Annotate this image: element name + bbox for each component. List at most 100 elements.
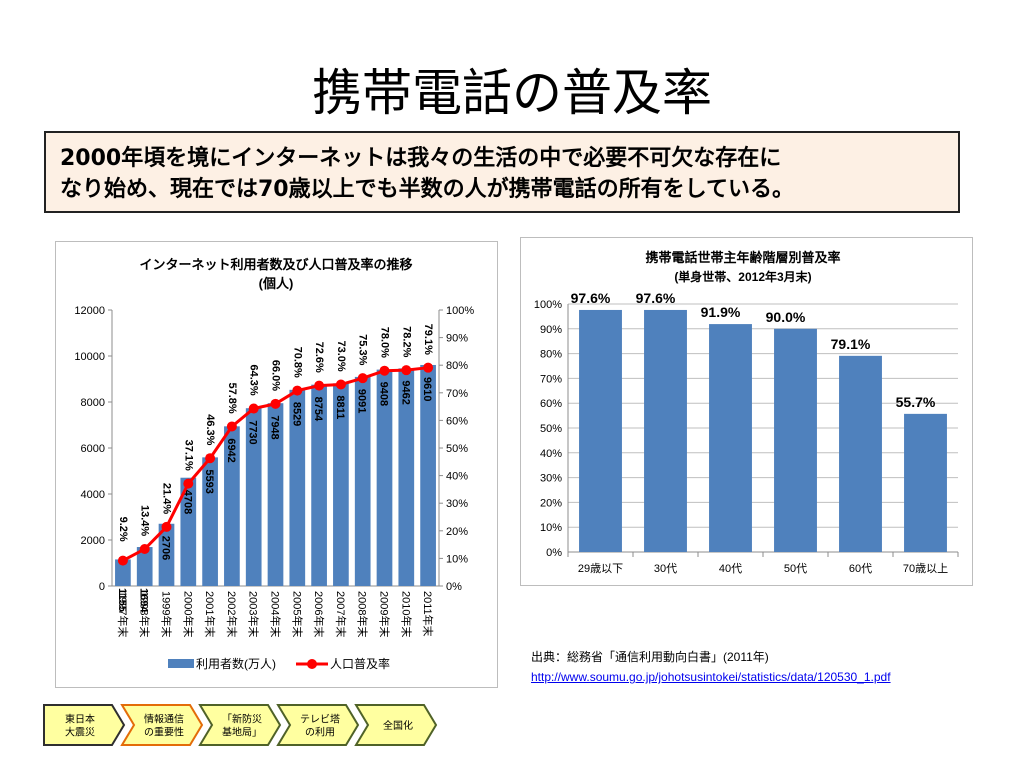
chart1-bar-label: 7730 bbox=[247, 420, 259, 444]
chart1-y2-tick-label: 40% bbox=[446, 471, 468, 483]
chart1-x-tick-label: 2007年末 bbox=[334, 591, 348, 637]
chart1-subtitle: (個人) bbox=[259, 276, 294, 291]
callout-line-2: なり始め、現在では70歳以上でも半数の人が携帯電話の所有をしている。 bbox=[60, 177, 794, 202]
source-text: 出典：総務省「通信利用動向白書」(2011年) bbox=[531, 650, 769, 664]
nav-chevron-label: 基地局」 bbox=[222, 726, 262, 739]
chart1-y2-tick-label: 10% bbox=[446, 553, 468, 565]
chart1-bar-label: 9408 bbox=[378, 382, 390, 406]
chart1-y2-tick-label: 30% bbox=[446, 498, 468, 510]
nav-chevron-label: の利用 bbox=[305, 727, 335, 739]
mobile-ownership-chart: 携帯電話世帯主年齢階層別普及率 (単身世帯、2012年3月末) 0% 10% 20% 30… bbox=[520, 237, 973, 586]
chart2-y-tick-label: 70% bbox=[540, 373, 562, 385]
chart1-rate-label: 21.4% bbox=[161, 483, 173, 514]
slide-title: 携帯電話の普及率 bbox=[312, 64, 712, 122]
chart1-bar bbox=[398, 368, 415, 586]
chart1-y-tick-label: 2000 bbox=[81, 535, 105, 547]
chart1-rate-label: 73.0% bbox=[335, 341, 347, 372]
chart2-x-tick-label: 29歳以下 bbox=[578, 562, 623, 575]
nav-chevron-label: テレビ塔 bbox=[300, 713, 340, 726]
nav-chevron-label: 東日本 bbox=[65, 713, 95, 726]
chart1-rate-label: 13.4% bbox=[139, 505, 151, 536]
chart1-bar bbox=[115, 559, 131, 586]
nav-chevron-shape bbox=[198, 704, 282, 746]
internet-users-chart: インターネット利用者数及び人口普及率の推移 (個人) 0 2000 4000 6000 80… bbox=[55, 241, 498, 688]
chart1-bar-label: 4708 bbox=[181, 490, 193, 514]
chart1-rate-point bbox=[335, 379, 346, 390]
source-note: 出典：総務省「通信利用動向白書」(2011年) http://www.soumu… bbox=[531, 647, 891, 687]
internet-users-chart-canvas: インターネット利用者数及び人口普及率の推移 (個人) 0 2000 4000 6000 80… bbox=[74, 257, 474, 671]
chart2-subtitle: (単身世帯、2012年3月末) bbox=[674, 269, 811, 284]
chart1-y2-tick-label: 100% bbox=[446, 305, 474, 317]
chart1-y-tick-label: 10000 bbox=[74, 351, 105, 363]
chart1-title: インターネット利用者数及び人口普及率の推移 bbox=[139, 257, 412, 272]
chart1-rate-point bbox=[423, 362, 434, 373]
chart2-y-tick-label: 30% bbox=[540, 473, 562, 485]
chart1-x-tick-label: 2002年末 bbox=[225, 591, 239, 637]
chart1-rate-label: 66.0% bbox=[270, 360, 282, 391]
chart1-bar bbox=[289, 389, 306, 586]
chart1-rate-point bbox=[117, 555, 128, 566]
chart1-rate-point bbox=[292, 385, 303, 396]
chart2-y-tick-label: 40% bbox=[540, 448, 562, 460]
nav-chevron-shape bbox=[354, 704, 438, 746]
summary-callout: 2000年頃を境にインターネットは我々の生活の中で必要不可欠な存在に なり始め、… bbox=[44, 131, 960, 213]
chart1-rate-point bbox=[270, 398, 281, 409]
nav-chevron-shape bbox=[120, 704, 204, 746]
chart1-y2-tick-label: 20% bbox=[446, 526, 468, 538]
chart1-y2-tick-label: 80% bbox=[446, 360, 468, 372]
chart1-rate-point bbox=[226, 421, 237, 432]
chart1-bar bbox=[376, 369, 393, 586]
chart1-rate-point bbox=[357, 373, 368, 384]
chart1-bar-label: 7948 bbox=[269, 415, 281, 439]
source-link[interactable]: http://www.soumu.go.jp/johotsusintokei/s… bbox=[531, 670, 891, 684]
chart1-rate-point bbox=[248, 403, 259, 414]
chart1-bar bbox=[202, 457, 218, 586]
chart1-rate-label: 79.1% bbox=[422, 324, 434, 355]
chart1-x-tick-label: 1999年末 bbox=[160, 591, 174, 637]
chart1-y-tick-label: 12000 bbox=[74, 305, 105, 317]
chart2-y-tick-label: 90% bbox=[540, 324, 562, 336]
chart2-x-tick-label: 40代 bbox=[719, 562, 742, 575]
chart2-bar bbox=[644, 309, 687, 552]
chart1-bar-label: 8529 bbox=[290, 402, 302, 426]
chart2-y-tick-label: 10% bbox=[540, 522, 562, 534]
chart1-y-tick-label: 4000 bbox=[81, 489, 105, 501]
chart1-y2-tick-label: 50% bbox=[446, 443, 468, 455]
chart1-y2-tick-label: 70% bbox=[446, 388, 468, 400]
chart2-y-tick-label: 100% bbox=[534, 299, 562, 311]
chart1-legend-bar-label: 利用者数(万人) bbox=[196, 656, 276, 671]
chart1-rate-label: 64.3% bbox=[248, 365, 260, 396]
chart1-y2-tick-label: 0% bbox=[446, 581, 462, 593]
chart2-title: 携帯電話世帯主年齢階層別普及率 bbox=[645, 250, 840, 265]
nav-chevron-label: 情報通信 bbox=[144, 713, 184, 726]
chart2-bar-label: 97.6% bbox=[571, 290, 611, 306]
chart1-bar bbox=[224, 426, 240, 586]
chart1-y2-tick-label: 90% bbox=[446, 333, 468, 345]
chart1-x-tick-label: 2005年末 bbox=[290, 591, 304, 637]
chart1-bar-label: 1155 bbox=[116, 588, 128, 612]
chart1-bar bbox=[245, 408, 262, 586]
chart1-rate-point bbox=[205, 453, 216, 464]
chart1-y-tick-label: 0 bbox=[99, 581, 105, 593]
chart2-bar bbox=[839, 355, 882, 552]
chart1-bar-label: 8811 bbox=[334, 395, 346, 419]
chart2-bar bbox=[579, 309, 622, 552]
chart1-x-tick-label: 2010年末 bbox=[399, 591, 413, 637]
chart2-y-tick-label: 50% bbox=[540, 423, 562, 435]
chart1-bar-label: 9462 bbox=[399, 380, 411, 404]
chart1-rate-label: 70.8% bbox=[291, 347, 303, 378]
chart1-bar-label: 6942 bbox=[225, 438, 237, 462]
nav-chevron-label: 大震災 bbox=[65, 726, 95, 739]
chart1-bar-label: 9610 bbox=[421, 377, 433, 401]
chart2-bar-label: 97.6% bbox=[636, 290, 676, 306]
mobile-ownership-chart-canvas: 携帯電話世帯主年齢階層別普及率 (単身世帯、2012年3月末) 0% 10% 20% 30… bbox=[534, 250, 959, 575]
chart1-rate-point bbox=[401, 365, 412, 376]
chart1-x-tick-label: 2009年末 bbox=[378, 591, 392, 637]
chart1-x-tick-label: 1998年末 bbox=[138, 591, 152, 637]
nav-chevron-shape bbox=[276, 704, 360, 746]
chart1-bar bbox=[158, 523, 175, 586]
chart1-rate-label: 57.8% bbox=[226, 382, 238, 413]
chart2-x-tick-label: 50代 bbox=[784, 562, 807, 575]
chart1-x-tick-label: 2004年末 bbox=[269, 591, 283, 637]
chart2-bar-label: 79.1% bbox=[831, 336, 871, 352]
